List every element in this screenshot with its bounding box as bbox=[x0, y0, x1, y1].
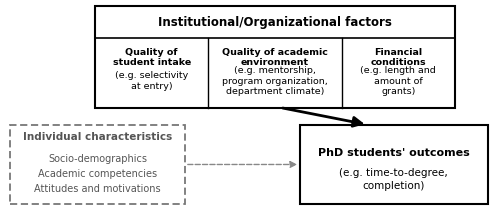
FancyBboxPatch shape bbox=[95, 6, 455, 108]
FancyBboxPatch shape bbox=[300, 125, 488, 204]
Text: Socio-demographics
Academic competencies
Attitudes and motivations: Socio-demographics Academic competencies… bbox=[34, 154, 161, 194]
Text: Institutional/Organizational factors: Institutional/Organizational factors bbox=[158, 15, 392, 29]
Text: (e.g. selectivity
at entry): (e.g. selectivity at entry) bbox=[115, 71, 188, 91]
FancyBboxPatch shape bbox=[10, 125, 185, 204]
Text: Financial
conditions: Financial conditions bbox=[370, 48, 426, 67]
Text: (e.g. length and
amount of
grants): (e.g. length and amount of grants) bbox=[360, 66, 436, 96]
Text: (e.g. time-to-degree,
completion): (e.g. time-to-degree, completion) bbox=[340, 168, 448, 191]
Text: Individual characteristics: Individual characteristics bbox=[23, 132, 172, 141]
Text: PhD students' outcomes: PhD students' outcomes bbox=[318, 148, 470, 158]
Text: Quality of academic
environment: Quality of academic environment bbox=[222, 48, 328, 67]
Text: Quality of
student intake: Quality of student intake bbox=[112, 48, 191, 67]
Text: (e.g. mentorship,
program organization,
department climate): (e.g. mentorship, program organization, … bbox=[222, 66, 328, 96]
